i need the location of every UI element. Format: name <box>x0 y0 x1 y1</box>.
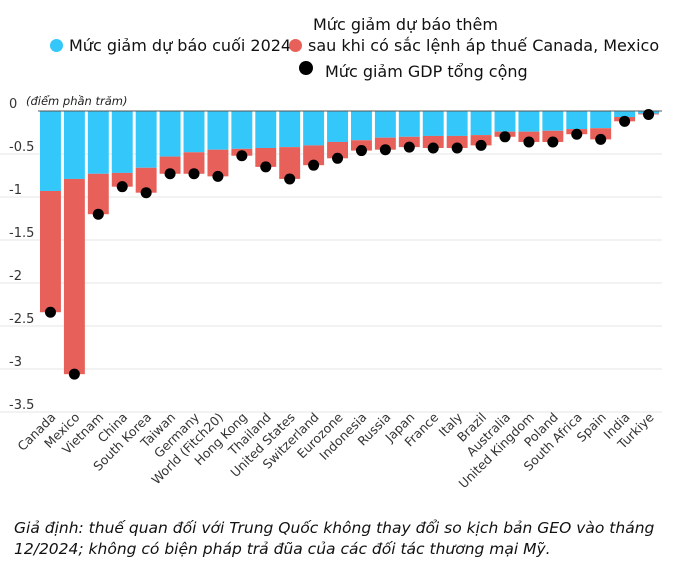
bar-baseline-2024 <box>63 111 85 179</box>
bar-baseline-2024 <box>566 111 588 130</box>
legend-label: sau khi có sắc lệnh áp thuế Canada, Mexi… <box>308 36 660 55</box>
legend-swatch-black <box>299 60 313 75</box>
dot-total-gdp <box>188 168 200 180</box>
dot-total-gdp <box>92 208 104 220</box>
dot-total-gdp <box>284 173 296 185</box>
y-tick-label: -3.5 <box>9 398 34 413</box>
legend-item-baseline-2024: Mức giảm dự báo cuối 2024 <box>50 36 291 55</box>
bar-additional-tariff <box>446 135 468 148</box>
y-tick-label: -1 <box>9 183 22 198</box>
bar-baseline-2024 <box>327 111 348 142</box>
legend-label: Mức giảm dự báo cuối 2024 <box>69 36 292 55</box>
y-tick-label: -0.5 <box>9 140 34 155</box>
dot-total-gdp <box>643 108 655 120</box>
bar-baseline-2024 <box>590 111 612 129</box>
footnote: Giả định: thuế quan đối với Trung Quốc k… <box>14 519 655 558</box>
bar-baseline-2024 <box>446 111 468 136</box>
dot-total-gdp <box>523 136 535 148</box>
unit-label: (điểm phần trăm) <box>26 94 127 108</box>
legend-label: Mức giảm GDP tổng cộng <box>325 62 528 81</box>
bar-additional-tariff <box>63 178 85 375</box>
bar-baseline-2024 <box>614 111 636 118</box>
dot-total-gdp <box>595 133 607 145</box>
bar-additional-tariff <box>327 141 348 159</box>
dot-total-gdp <box>308 159 320 171</box>
legend-swatch-red <box>289 39 302 52</box>
dot-total-gdp <box>332 152 344 164</box>
dot-total-gdp <box>236 150 248 162</box>
dot-total-gdp <box>140 187 152 199</box>
bar-additional-tariff <box>207 149 229 177</box>
dot-total-gdp <box>403 141 415 153</box>
chart-canvas: 0 -0.5 -1 -1.5 -2 -2.5 -3 -3.5 (điểm phần trăm)… <box>0 94 662 491</box>
dot-total-gdp <box>260 161 272 173</box>
y-axis: 0 -0.5 -1 -1.5 -2 -2.5 -3 -3.5 <box>9 97 34 413</box>
dot-total-gdp <box>44 306 56 318</box>
legend-item-additional-tariff: sau khi có sắc lệnh áp thuế Canada, Mexi… <box>289 36 659 55</box>
dot-total-gdp <box>116 181 128 193</box>
gridlines <box>0 153 662 413</box>
dot-total-gdp <box>571 128 583 140</box>
y-tick-label: -1.5 <box>9 226 34 241</box>
dot-total-gdp <box>427 142 439 154</box>
dot-total-gdp <box>475 139 487 151</box>
bar-baseline-2024 <box>231 111 253 149</box>
dot-total-gdp <box>499 131 511 143</box>
legend-label-line1: Mức giảm dự báo thêm <box>313 15 498 34</box>
bar-baseline-2024 <box>398 111 420 137</box>
bar-additional-tariff <box>422 135 444 148</box>
bar-additional-tariff <box>542 130 564 142</box>
bar-additional-tariff <box>374 137 396 150</box>
bar-additional-tariff <box>87 173 109 215</box>
bar-baseline-2024 <box>422 111 444 136</box>
bar-baseline-2024 <box>374 111 396 138</box>
dot-total-gdp <box>164 168 176 180</box>
bar-baseline-2024 <box>303 111 325 146</box>
bar-baseline-2024 <box>494 111 516 132</box>
y-tick-label: -2.5 <box>9 312 34 327</box>
dot-total-gdp <box>212 170 224 182</box>
bar-baseline-2024 <box>40 111 61 191</box>
y-tick-label: -2 <box>9 269 22 284</box>
bar-baseline-2024 <box>111 111 133 173</box>
y-tick-label: 0 <box>9 97 17 112</box>
y-tick-label: -3 <box>9 355 22 370</box>
bar-baseline-2024 <box>518 111 540 132</box>
bar-baseline-2024 <box>351 111 372 141</box>
chart-legend: Mức giảm dự báo cuối 2024 sau khi có sắc… <box>0 0 680 95</box>
bar-additional-tariff <box>183 152 205 174</box>
bar-additional-tariff <box>279 147 301 179</box>
dot-total-gdp <box>451 142 463 154</box>
dot-total-gdp <box>68 368 80 380</box>
legend-item-total-gdp: Mức giảm GDP tổng cộng <box>299 60 528 81</box>
bar-additional-tariff <box>40 190 61 313</box>
bar-baseline-2024 <box>159 111 181 157</box>
dot-total-gdp <box>547 136 559 148</box>
bar-additional-tariff <box>135 167 157 193</box>
bar-additional-tariff <box>590 128 612 140</box>
bar-baseline-2024 <box>135 111 157 168</box>
bars <box>40 111 659 375</box>
bar-additional-tariff <box>111 172 133 187</box>
bar-baseline-2024 <box>207 111 229 150</box>
bar-baseline-2024 <box>279 111 301 148</box>
legend-swatch-blue <box>50 39 63 52</box>
bar-additional-tariff <box>159 156 181 174</box>
bar-baseline-2024 <box>87 111 109 174</box>
total-dots <box>44 108 655 380</box>
bar-baseline-2024 <box>470 111 492 136</box>
dot-total-gdp <box>619 115 631 127</box>
dot-total-gdp <box>379 144 391 156</box>
bar-additional-tariff <box>255 147 277 167</box>
bar-baseline-2024 <box>255 111 277 148</box>
bar-baseline-2024 <box>542 111 564 131</box>
bar-additional-tariff <box>303 145 325 166</box>
dot-total-gdp <box>355 145 367 157</box>
bar-baseline-2024 <box>183 111 205 153</box>
